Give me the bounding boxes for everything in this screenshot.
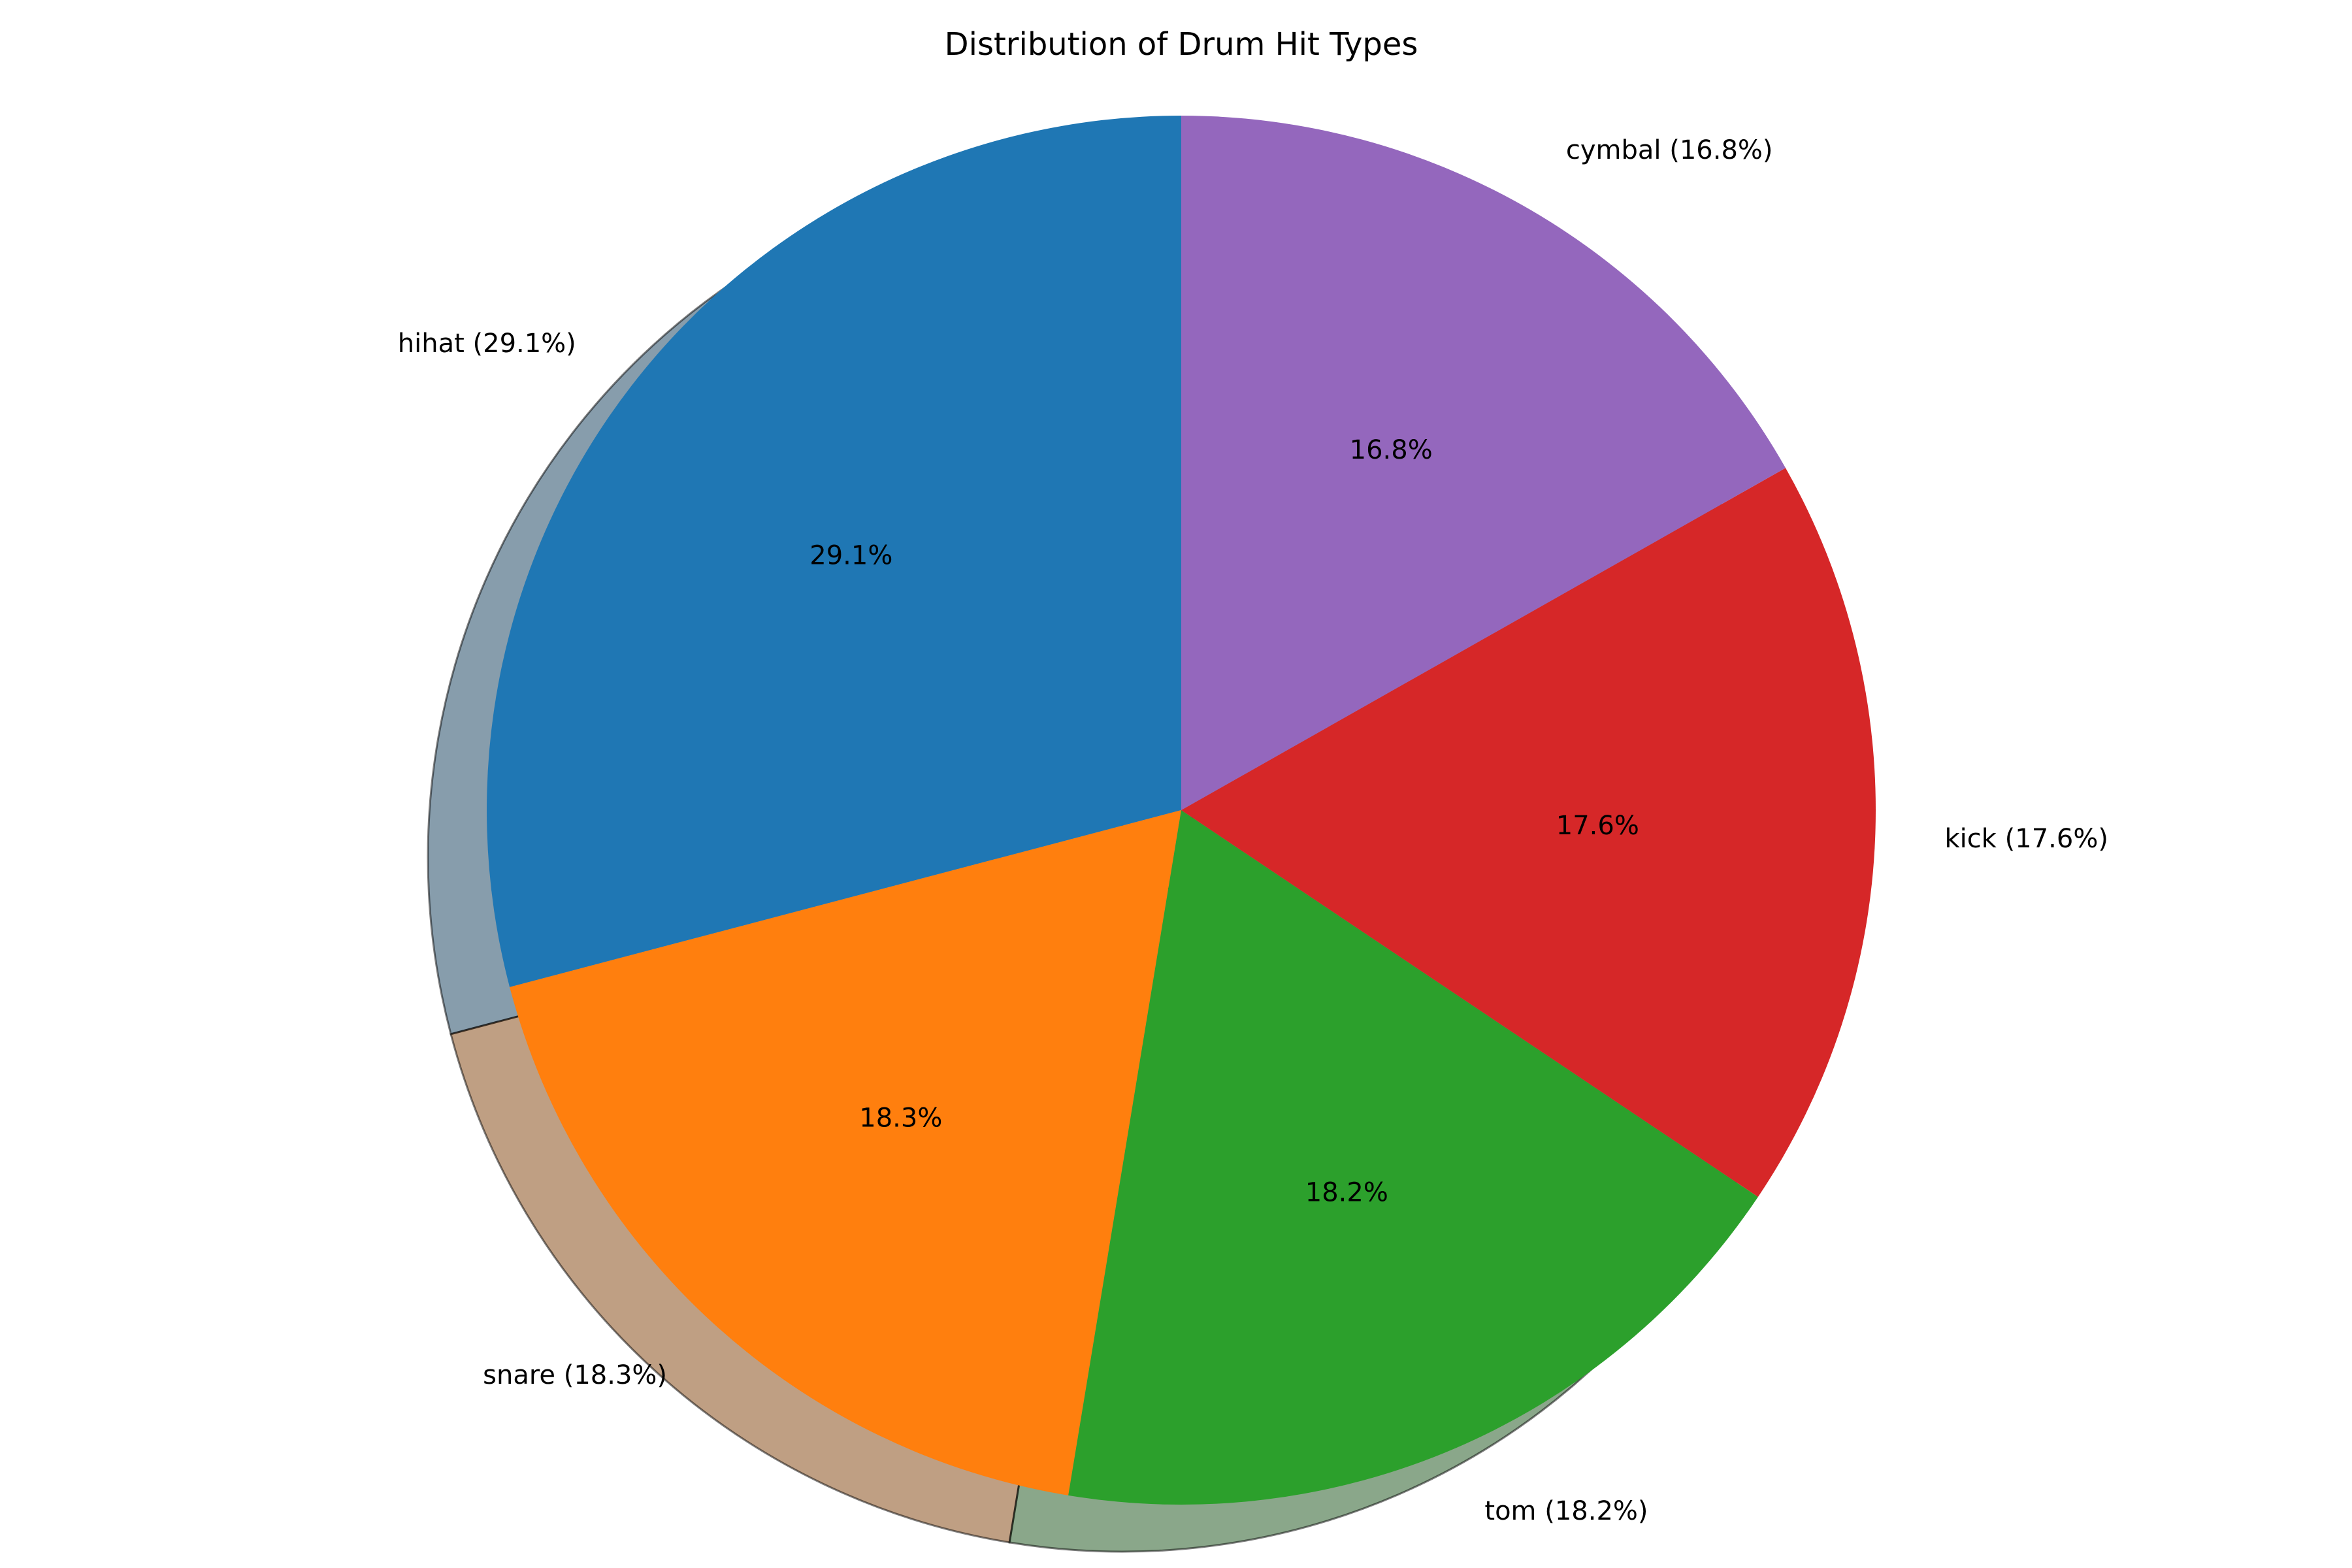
pie-percent-label-kick: 17.6%	[1556, 811, 1639, 841]
pie-percent-label-tom: 18.2%	[1305, 1177, 1388, 1207]
pie-outer-labels: hihat (29.1%) snare (18.3%) tom (18.2%) kic…	[398, 135, 2108, 1526]
chart-title: Distribution of Drum Hit Types	[945, 26, 1418, 63]
pie-percent-labels: 29.1% 18.3% 18.2% 17.6% 16.8%	[809, 435, 1639, 1207]
pie-slice-hihat	[487, 116, 1181, 987]
pie-slice-cymbal	[1181, 116, 1786, 810]
pie-outer-label-hihat: hihat (29.1%)	[398, 329, 576, 359]
pie-percent-label-snare: 18.3%	[859, 1103, 942, 1134]
pie-slice-kick	[1181, 468, 1876, 1197]
pie-slice-snare	[510, 810, 1181, 1495]
pie-percent-label-cymbal: 16.8%	[1350, 435, 1433, 465]
pie-outer-label-cymbal: cymbal (16.8%)	[1566, 135, 1773, 165]
pie-slice-tom	[1068, 810, 1758, 1505]
pie-outer-label-snare: snare (18.3%)	[483, 1360, 667, 1390]
pie-outer-label-tom: tom (18.2%)	[1484, 1496, 1648, 1526]
pie-slices	[487, 116, 1876, 1505]
pie-outer-label-kick: kick (17.6%)	[1945, 824, 2108, 854]
pie-percent-label-hihat: 29.1%	[809, 541, 892, 571]
